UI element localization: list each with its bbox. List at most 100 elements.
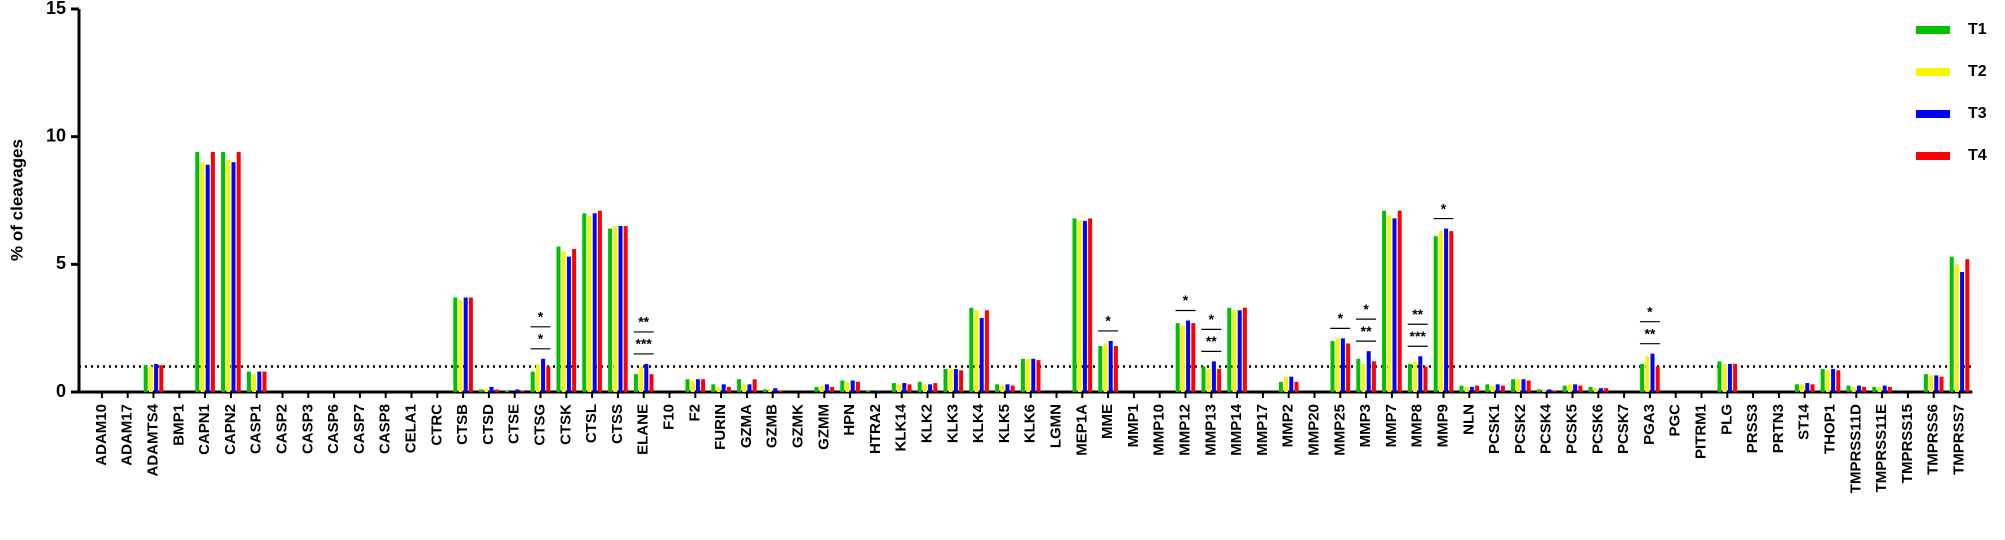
bar xyxy=(226,159,231,392)
bar xyxy=(1113,346,1118,392)
bar xyxy=(845,381,850,392)
significance-label: ** xyxy=(638,314,649,330)
bar xyxy=(984,310,989,392)
bar xyxy=(1180,325,1185,392)
bar xyxy=(1418,356,1423,392)
bar xyxy=(711,384,716,392)
x-tick-label: TMPRSS6 xyxy=(1925,404,1942,475)
bar xyxy=(1201,366,1206,392)
x-tick-label: MMP12 xyxy=(1176,404,1193,456)
bar xyxy=(1526,380,1531,392)
bar xyxy=(154,363,159,392)
bar xyxy=(1036,360,1041,392)
bar xyxy=(1294,381,1299,392)
x-tick-label: CASP7 xyxy=(351,404,368,454)
significance-label: * xyxy=(1209,311,1215,327)
x-tick-label: TMPRSS11D xyxy=(1847,404,1864,493)
bar xyxy=(1077,220,1082,392)
bar xyxy=(1103,343,1108,392)
bar xyxy=(1227,307,1232,392)
significance-label: * xyxy=(538,331,544,347)
bar xyxy=(484,389,489,392)
bar xyxy=(1211,361,1216,392)
bar xyxy=(1433,236,1438,392)
significance-label: * xyxy=(538,309,544,325)
bar xyxy=(221,151,226,392)
bar xyxy=(561,251,566,392)
bar xyxy=(1836,370,1841,392)
bar xyxy=(1010,385,1015,392)
bar xyxy=(1887,386,1892,392)
bar xyxy=(1242,307,1247,392)
significance-label: ** xyxy=(1361,323,1372,339)
bar xyxy=(1604,388,1609,392)
significance-label: ** xyxy=(1644,325,1655,341)
bar xyxy=(1330,340,1335,392)
x-tick-label: CTSE xyxy=(506,404,523,444)
bar xyxy=(1237,310,1242,392)
bar xyxy=(773,388,778,392)
x-tick-label: MMP3 xyxy=(1357,404,1374,447)
significance-label: * xyxy=(1363,301,1369,317)
x-tick-label: LGMN xyxy=(1047,404,1064,448)
significance-label: ** xyxy=(1206,333,1217,349)
bar xyxy=(1598,388,1603,392)
bar xyxy=(1521,379,1526,392)
bar xyxy=(974,310,979,392)
significance-label: * xyxy=(1183,292,1189,308)
x-tick-label: MMP7 xyxy=(1383,404,1400,447)
legend-label: T2 xyxy=(1968,63,1987,80)
bar xyxy=(1934,375,1939,392)
bar xyxy=(504,390,509,392)
legend-label: T1 xyxy=(1968,21,1987,38)
bar xyxy=(1960,271,1965,392)
bar xyxy=(633,374,638,392)
bar xyxy=(458,300,463,392)
x-tick-label: KLK14 xyxy=(893,403,910,451)
x-tick-label: PCSK4 xyxy=(1538,403,1555,454)
bar xyxy=(1727,363,1732,392)
bar xyxy=(479,389,484,392)
x-tick-label: ADAM17 xyxy=(119,404,136,466)
y-axis-label: % of cleavages xyxy=(7,139,26,261)
bar xyxy=(1593,388,1598,392)
x-tick-label: PCSK1 xyxy=(1486,404,1503,454)
bar xyxy=(1444,228,1449,392)
bar xyxy=(1005,384,1010,392)
x-tick-label: KLK4 xyxy=(970,403,987,443)
x-tick-label: ST14 xyxy=(1796,403,1813,440)
bar xyxy=(1423,366,1428,392)
bar xyxy=(262,371,267,392)
bar xyxy=(1289,376,1294,392)
x-tick-label: MMP25 xyxy=(1331,404,1348,456)
bar xyxy=(819,385,824,392)
x-tick-label: GZMM xyxy=(815,404,832,450)
x-tick-label: KLK3 xyxy=(944,404,961,443)
bar xyxy=(1655,366,1660,392)
bar xyxy=(824,384,829,392)
bar xyxy=(690,380,695,392)
bar xyxy=(639,366,644,392)
x-tick-label: MMP2 xyxy=(1280,404,1297,447)
y-tick-label: 5 xyxy=(56,253,66,273)
x-tick-label: MMP9 xyxy=(1434,404,1451,447)
bar xyxy=(1407,363,1412,392)
legend-swatch xyxy=(1916,152,1950,160)
bar xyxy=(236,151,241,392)
x-tick-label: GZMB xyxy=(764,404,781,448)
bar xyxy=(1800,384,1805,392)
bar xyxy=(613,226,618,392)
bar xyxy=(1186,320,1191,392)
bar xyxy=(1650,353,1655,392)
bar xyxy=(1722,363,1727,392)
x-tick-label: PCSK2 xyxy=(1512,404,1529,454)
bar xyxy=(515,389,520,392)
bar xyxy=(1856,385,1861,392)
bar xyxy=(649,374,654,392)
x-tick-label: ADAM10 xyxy=(93,404,110,466)
bar xyxy=(1805,383,1810,392)
bar xyxy=(721,384,726,392)
bar xyxy=(618,226,623,392)
bar xyxy=(1578,385,1583,392)
